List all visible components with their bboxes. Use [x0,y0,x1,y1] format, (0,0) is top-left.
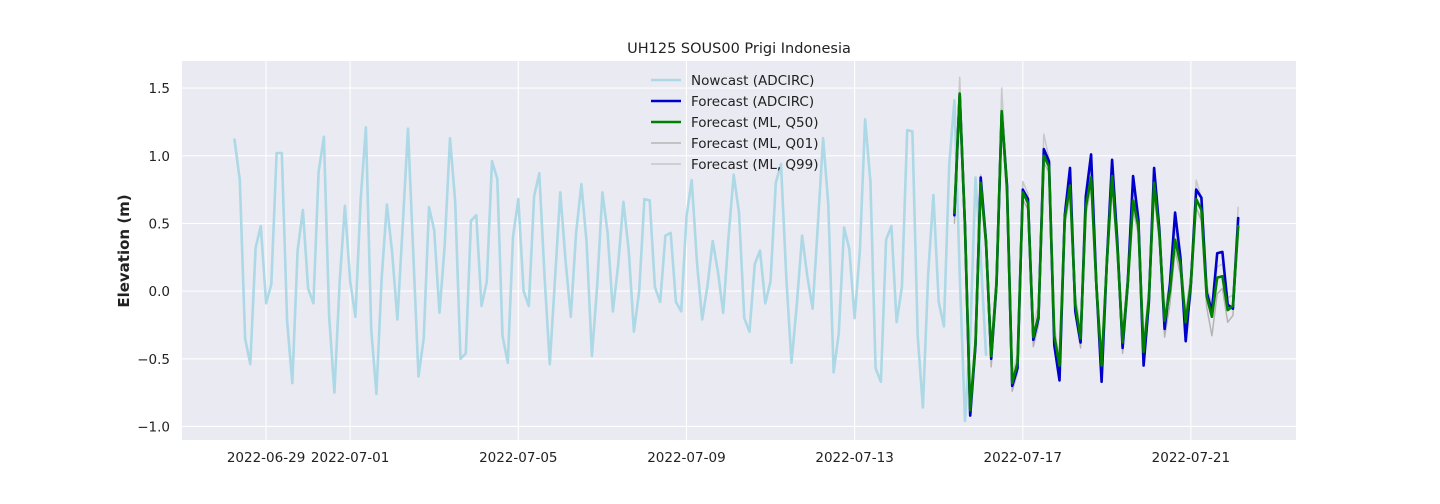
legend: Nowcast (ADCIRC) Forecast (ADCIRC) Forecas… [651,73,819,173]
y-tick-label: −0.5 [137,352,170,368]
y-axis-ticks: −1.0 −0.5 0.0 0.5 1.0 1.5 [137,81,170,435]
y-tick-label: 0.0 [149,284,170,300]
legend-label-forecast-ml-q01: Forecast (ML, Q01) [691,136,819,152]
legend-label-nowcast-adcirc: Nowcast (ADCIRC) [691,73,814,89]
x-tick-label: 2022-07-09 [647,450,725,466]
x-tick-label: 2022-07-05 [479,450,557,466]
y-tick-label: 0.5 [149,216,170,232]
legend-label-forecast-adcirc: Forecast (ADCIRC) [691,94,814,110]
series-lines [233,76,1240,423]
legend-label-forecast-ml-q99: Forecast (ML, Q99) [691,157,819,173]
x-tick-label: 2022-07-13 [815,450,893,466]
y-axis-label: Elevation (m) [115,194,133,307]
x-axis-ticks: 2022-06-29 2022-07-01 2022-07-05 2022-07-09… [227,450,1230,466]
y-tick-label: 1.0 [149,149,170,165]
x-tick-label: 2022-07-21 [1152,450,1230,466]
legend-label-forecast-ml-q50: Forecast (ML, Q50) [691,115,819,131]
plot-area-background [182,61,1296,440]
x-tick-label: 2022-07-17 [984,450,1062,466]
chart-title: UH125 SOUS00 Prigi Indonesia [627,41,851,57]
series-line-nowcast-adcirc [233,99,988,423]
y-tick-label: 1.5 [149,81,170,97]
x-tick-label: 2022-06-29 [227,450,305,466]
y-tick-label: −1.0 [137,419,170,435]
x-tick-label: 2022-07-01 [311,450,389,466]
series-line-forecast-ml-q50 [953,92,1240,412]
